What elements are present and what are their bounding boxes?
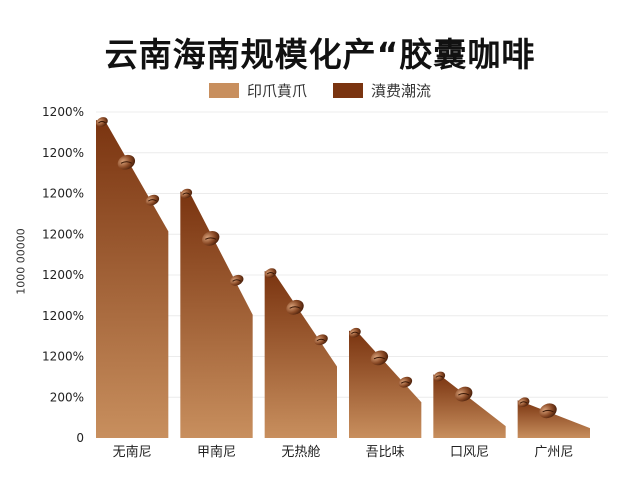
coffee-bean-seam (205, 237, 217, 240)
x-tick-label: 广州尼 (534, 445, 573, 460)
coffee-bean-seam (120, 161, 133, 164)
area-column (96, 119, 169, 438)
legend-item-series-2: 濆费潮流 (333, 80, 431, 101)
coffee-bean-seam (147, 199, 157, 202)
coffee-bean-seam (400, 381, 410, 384)
coffee-bean-seam (266, 272, 275, 275)
coffee-bean-seam (98, 120, 106, 124)
area-column (264, 271, 337, 438)
coffee-bean-seam (289, 306, 301, 309)
coffee-bean-seam (351, 331, 359, 335)
area-column (517, 400, 590, 438)
y-tick-label: 200% (50, 390, 84, 404)
y-tick-label: 0 (76, 431, 84, 445)
legend-label-series-2: 濆费潮流 (371, 82, 432, 100)
x-tick-label: 无热舱 (281, 445, 320, 460)
legend-swatch-series-2 (333, 83, 363, 98)
area-column (349, 330, 422, 438)
area-column (433, 374, 506, 438)
legend: 印爪賁爪 濆费潮流 (0, 80, 640, 101)
coffee-bean-seam (435, 375, 444, 378)
y-tick-label: 1200% (42, 227, 84, 241)
y-tick-label: 1200% (42, 268, 84, 282)
x-tick-label: 无南尼 (113, 444, 152, 460)
legend-label-series-1: 印爪賁爪 (246, 82, 307, 100)
y-tick-label: 1200% (42, 146, 84, 160)
coffee-bean-seam (373, 356, 386, 360)
coffee-bean-seam (232, 279, 242, 282)
coffee-bean-seam (458, 393, 470, 396)
y-tick-label: 1200% (42, 309, 84, 323)
x-tick-label: 吾比味 (366, 445, 405, 460)
chart-title: 云南海南规模化产“胶囊咖啡 (104, 35, 536, 74)
y-tick-label: 1200% (42, 350, 84, 364)
coffee-bean-seam (542, 409, 554, 413)
x-tick-label: 口风尼 (450, 445, 489, 460)
x-tick-label: 甲南尼 (197, 444, 236, 460)
y-tick-label: 1200% (42, 187, 84, 201)
coffee-bean-seam (519, 401, 528, 404)
legend-item-series-1: 印爪賁爪 (208, 80, 307, 101)
y-tick-label: 1200% (42, 105, 84, 119)
legend-swatch-series-1 (208, 83, 239, 98)
coffee-bean-seam (182, 192, 191, 195)
area-column (180, 191, 253, 438)
coffee-bean-seam (316, 338, 326, 342)
